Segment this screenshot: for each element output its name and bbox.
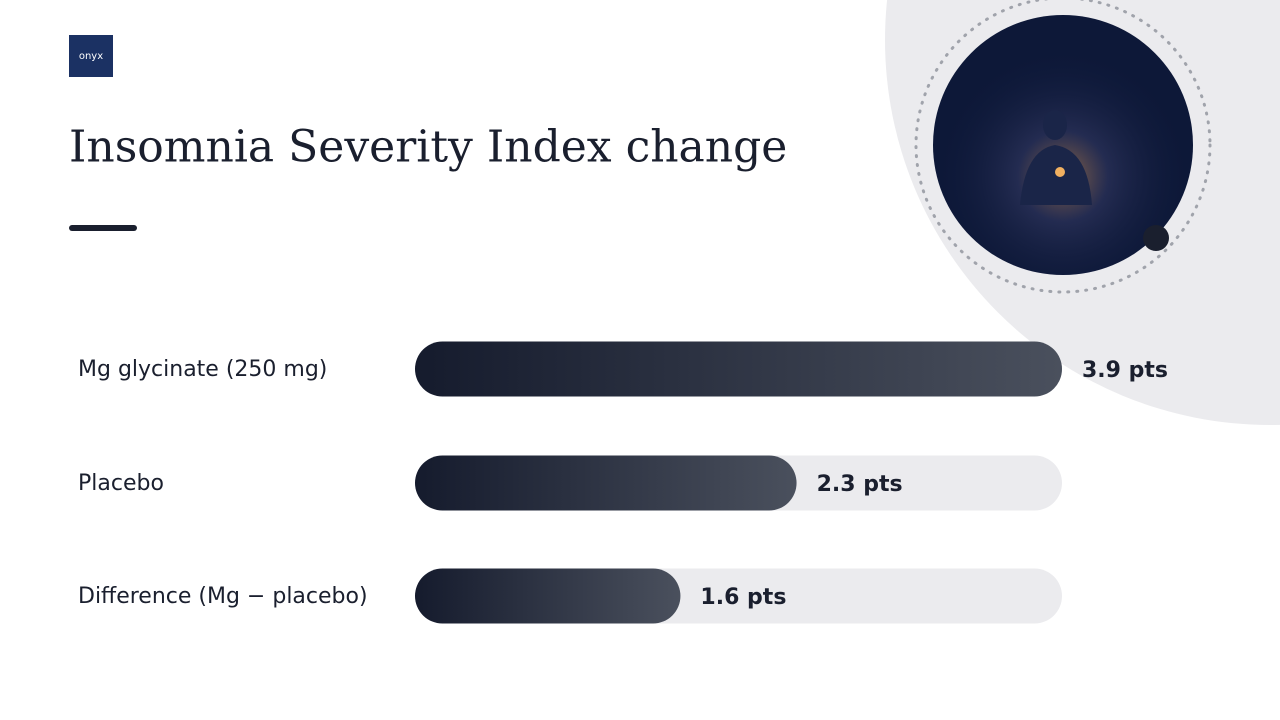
value-label: 3.9 pts (1082, 358, 1168, 383)
figure-head (1043, 110, 1067, 140)
bar (415, 568, 681, 624)
value-label: 2.3 pts (817, 472, 903, 497)
deco-dot (1143, 225, 1169, 251)
value-label: 1.6 pts (700, 585, 786, 610)
logo: onyx (79, 51, 103, 62)
category-label: Mg glycinate (250 mg) (78, 357, 327, 382)
category-label: Difference (Mg − placebo) (78, 584, 368, 609)
category-label: Placebo (78, 471, 164, 496)
bar (415, 455, 797, 511)
dotted-ring (914, 0, 1212, 294)
logo-box (69, 35, 113, 77)
figure-light (1055, 167, 1065, 177)
title-rule (69, 225, 137, 231)
bar (415, 341, 1062, 397)
chart-title: Insomnia Severity Index change (69, 122, 787, 173)
illustration-glow (933, 15, 1193, 275)
